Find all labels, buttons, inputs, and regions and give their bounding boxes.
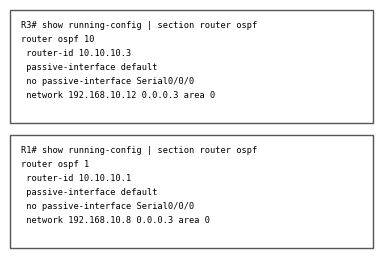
Text: network 192.168.10.12 0.0.0.3 area 0: network 192.168.10.12 0.0.0.3 area 0 [21,91,215,100]
Text: R1# show running-config | section router ospf: R1# show running-config | section router… [21,146,257,155]
Text: router ospf 1: router ospf 1 [21,160,89,169]
Text: router-id 10.10.10.3: router-id 10.10.10.3 [21,49,131,58]
Text: passive-interface default: passive-interface default [21,63,157,72]
Text: router ospf 10: router ospf 10 [21,35,95,44]
Bar [10,135,373,248]
Text: router-id 10.10.10.1: router-id 10.10.10.1 [21,174,131,183]
Text: passive-interface default: passive-interface default [21,188,157,197]
Bar [10,10,373,123]
Text: R3# show running-config | section router ospf: R3# show running-config | section router… [21,21,257,30]
Text: no passive-interface Serial0/0/0: no passive-interface Serial0/0/0 [21,202,194,211]
Text: network 192.168.10.8 0.0.0.3 area 0: network 192.168.10.8 0.0.0.3 area 0 [21,216,210,225]
Text: no passive-interface Serial0/0/0: no passive-interface Serial0/0/0 [21,77,194,86]
